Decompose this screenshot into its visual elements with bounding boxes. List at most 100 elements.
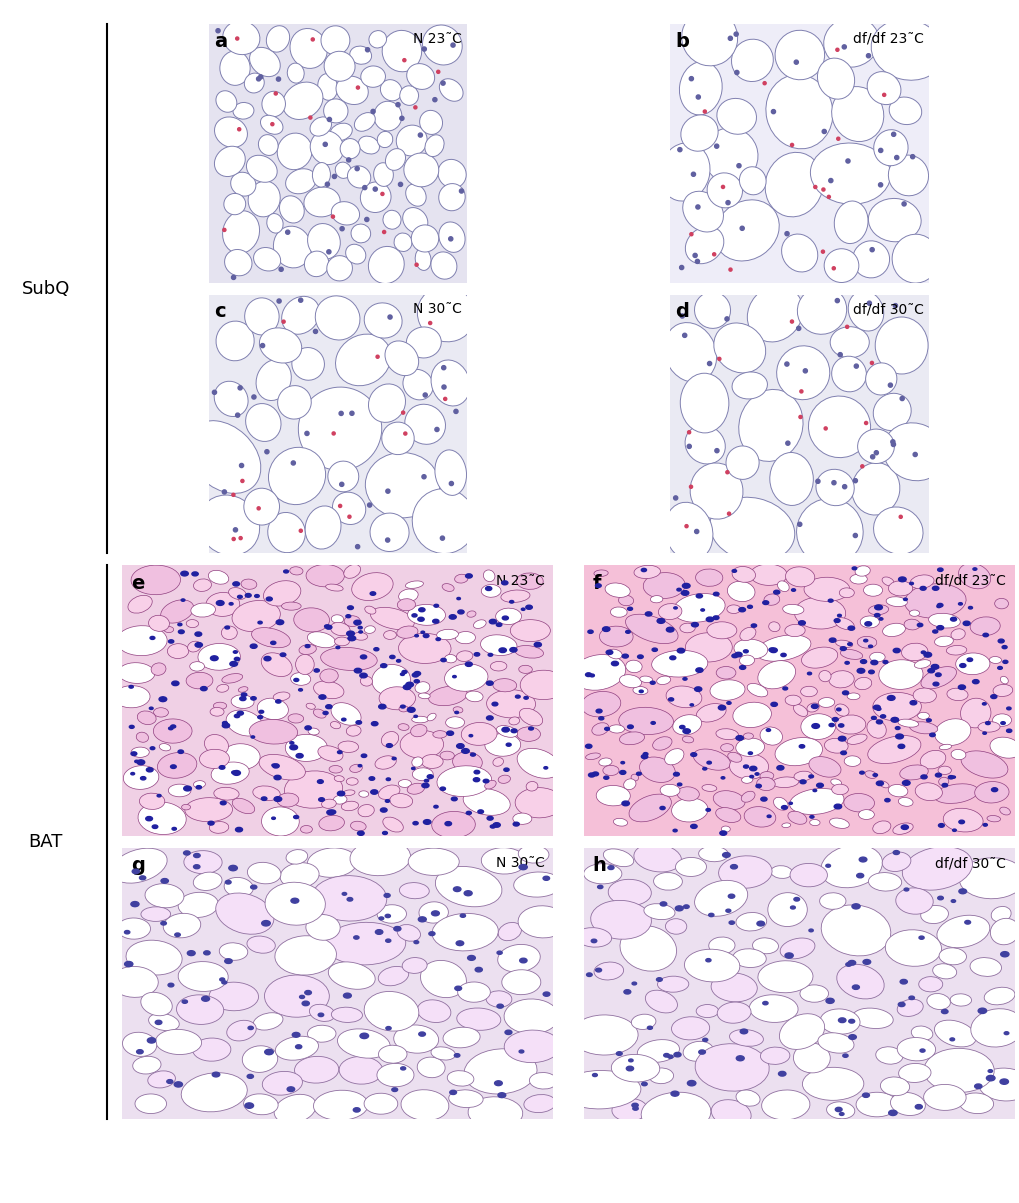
Ellipse shape bbox=[960, 698, 990, 728]
Ellipse shape bbox=[434, 450, 466, 496]
Ellipse shape bbox=[665, 686, 701, 707]
Ellipse shape bbox=[607, 879, 651, 906]
Circle shape bbox=[797, 522, 801, 527]
Circle shape bbox=[326, 810, 334, 814]
Ellipse shape bbox=[176, 995, 223, 1025]
Circle shape bbox=[477, 810, 483, 813]
Circle shape bbox=[762, 1001, 767, 1005]
Circle shape bbox=[264, 657, 271, 660]
Ellipse shape bbox=[752, 938, 777, 954]
Circle shape bbox=[602, 627, 609, 632]
Circle shape bbox=[258, 716, 262, 718]
Circle shape bbox=[650, 722, 654, 724]
Ellipse shape bbox=[405, 581, 423, 588]
Circle shape bbox=[370, 592, 375, 595]
Ellipse shape bbox=[354, 113, 375, 131]
Ellipse shape bbox=[304, 251, 328, 277]
Circle shape bbox=[168, 983, 173, 986]
Circle shape bbox=[257, 506, 260, 510]
Ellipse shape bbox=[872, 820, 890, 834]
Ellipse shape bbox=[304, 188, 339, 217]
Circle shape bbox=[422, 475, 426, 479]
Circle shape bbox=[177, 623, 181, 626]
Circle shape bbox=[414, 941, 418, 943]
Circle shape bbox=[836, 709, 841, 711]
Circle shape bbox=[677, 588, 681, 591]
Ellipse shape bbox=[445, 717, 464, 728]
Ellipse shape bbox=[420, 960, 466, 997]
Ellipse shape bbox=[710, 1100, 750, 1127]
Ellipse shape bbox=[867, 198, 920, 242]
Circle shape bbox=[237, 595, 243, 598]
Circle shape bbox=[465, 662, 472, 666]
Circle shape bbox=[501, 616, 507, 620]
Circle shape bbox=[967, 606, 971, 609]
Circle shape bbox=[444, 822, 451, 825]
Circle shape bbox=[825, 864, 829, 867]
Ellipse shape bbox=[484, 734, 520, 757]
Circle shape bbox=[799, 390, 802, 393]
Ellipse shape bbox=[835, 640, 852, 647]
Ellipse shape bbox=[867, 872, 901, 891]
Circle shape bbox=[369, 777, 374, 781]
Ellipse shape bbox=[381, 422, 414, 455]
Ellipse shape bbox=[823, 739, 847, 753]
Circle shape bbox=[836, 137, 839, 141]
Ellipse shape bbox=[361, 66, 385, 88]
Ellipse shape bbox=[755, 635, 810, 662]
Circle shape bbox=[400, 1067, 406, 1069]
Ellipse shape bbox=[799, 985, 827, 1002]
Ellipse shape bbox=[407, 783, 424, 794]
Ellipse shape bbox=[228, 587, 247, 599]
Ellipse shape bbox=[315, 296, 360, 340]
Ellipse shape bbox=[213, 703, 226, 710]
Circle shape bbox=[155, 1020, 162, 1025]
Ellipse shape bbox=[379, 687, 415, 710]
Ellipse shape bbox=[637, 1039, 679, 1062]
Ellipse shape bbox=[254, 248, 280, 271]
Ellipse shape bbox=[382, 817, 403, 832]
Ellipse shape bbox=[240, 579, 257, 589]
Ellipse shape bbox=[321, 25, 350, 55]
Circle shape bbox=[347, 606, 353, 610]
Circle shape bbox=[354, 621, 361, 624]
Circle shape bbox=[466, 811, 471, 814]
Circle shape bbox=[681, 591, 688, 595]
Ellipse shape bbox=[407, 64, 434, 89]
Circle shape bbox=[678, 148, 682, 152]
Ellipse shape bbox=[517, 727, 540, 741]
Circle shape bbox=[453, 887, 461, 891]
Ellipse shape bbox=[127, 595, 152, 614]
Circle shape bbox=[245, 1103, 254, 1108]
Ellipse shape bbox=[518, 846, 548, 863]
Ellipse shape bbox=[289, 567, 303, 575]
Ellipse shape bbox=[514, 872, 561, 897]
Circle shape bbox=[592, 772, 598, 776]
Ellipse shape bbox=[696, 704, 726, 722]
Ellipse shape bbox=[888, 784, 907, 796]
Ellipse shape bbox=[222, 211, 259, 254]
Circle shape bbox=[869, 361, 872, 365]
Circle shape bbox=[920, 775, 926, 778]
Circle shape bbox=[725, 316, 729, 321]
Circle shape bbox=[423, 634, 429, 638]
Circle shape bbox=[682, 583, 690, 588]
Circle shape bbox=[595, 583, 600, 587]
Ellipse shape bbox=[834, 704, 848, 716]
Ellipse shape bbox=[629, 794, 671, 822]
Ellipse shape bbox=[796, 498, 862, 565]
Circle shape bbox=[240, 480, 244, 482]
Ellipse shape bbox=[782, 604, 803, 615]
Ellipse shape bbox=[308, 224, 340, 259]
Circle shape bbox=[238, 537, 242, 540]
Ellipse shape bbox=[149, 1013, 179, 1031]
Ellipse shape bbox=[267, 214, 283, 233]
Circle shape bbox=[300, 995, 305, 998]
Ellipse shape bbox=[324, 52, 355, 82]
Circle shape bbox=[702, 109, 706, 113]
Ellipse shape bbox=[216, 685, 228, 692]
Ellipse shape bbox=[253, 786, 280, 800]
Circle shape bbox=[337, 792, 344, 796]
Circle shape bbox=[489, 620, 496, 624]
Circle shape bbox=[934, 774, 941, 777]
